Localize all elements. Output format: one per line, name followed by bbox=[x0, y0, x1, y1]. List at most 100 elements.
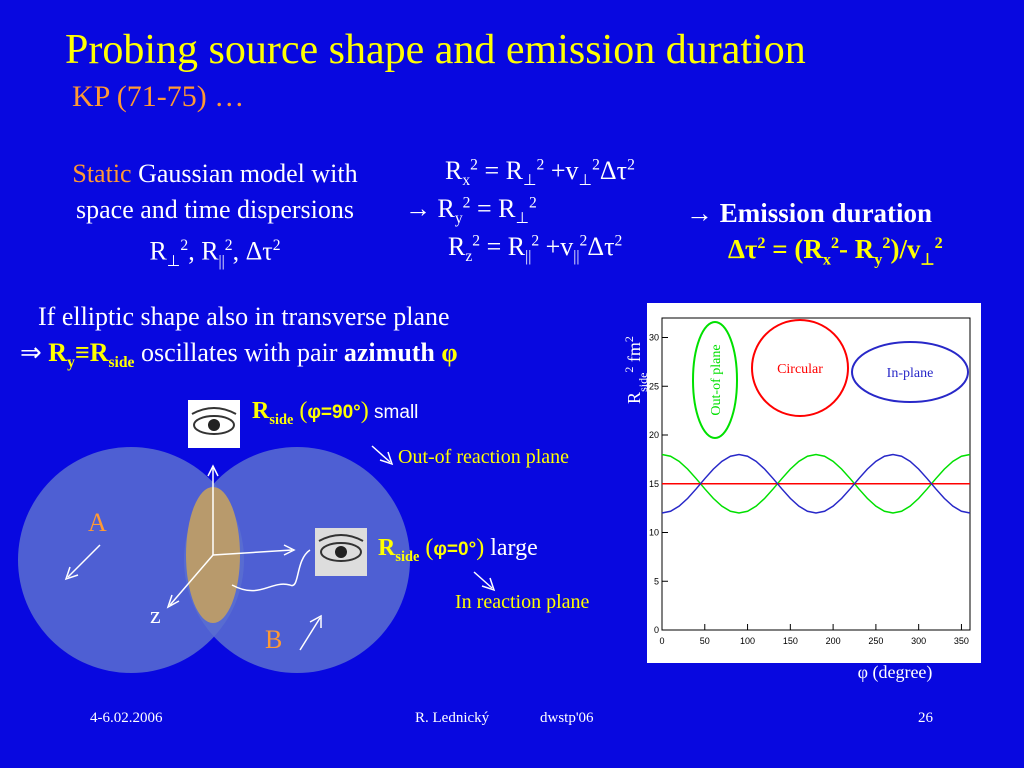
text: Gaussian model with bbox=[131, 159, 358, 188]
footer-author: R. Lednický bbox=[415, 710, 490, 726]
series-line bbox=[661, 453, 971, 514]
label: z bbox=[150, 603, 161, 629]
legend-oval bbox=[851, 341, 969, 403]
footer-event: dwstp'06 bbox=[540, 710, 594, 726]
y-tick-label: 0 bbox=[654, 625, 659, 635]
text: R bbox=[252, 398, 270, 424]
text: 2 bbox=[757, 234, 766, 252]
text: ( bbox=[293, 398, 308, 424]
text: +v bbox=[544, 156, 579, 185]
y-axis-label-part: R bbox=[624, 392, 644, 404]
elliptic-line: ⇒ Ry≡Rside oscillates with pair azimuth … bbox=[20, 338, 458, 372]
text: , R bbox=[188, 236, 219, 266]
text: z bbox=[465, 248, 473, 266]
text: Δτ bbox=[728, 234, 758, 264]
text: ) bbox=[476, 535, 485, 561]
plot-frame bbox=[661, 317, 971, 631]
text: Static bbox=[72, 159, 132, 188]
text: side bbox=[108, 354, 135, 372]
text: || bbox=[573, 248, 580, 266]
model-text: Static Gaussian model with space and tim… bbox=[20, 156, 410, 280]
text: space and time dispersions bbox=[76, 195, 354, 224]
text: 2 bbox=[180, 237, 189, 254]
y-tick-label: 5 bbox=[654, 576, 659, 586]
y-axis-label-part: 2 bbox=[622, 367, 636, 373]
text: side bbox=[395, 548, 420, 565]
text: 2 bbox=[882, 234, 891, 252]
emission-formula: Δτ2 = (Rx2- Ry2)/v⊥2 bbox=[728, 234, 943, 269]
side0-label: Rside (φ=0°) large bbox=[378, 535, 538, 566]
text: R bbox=[149, 236, 167, 266]
y-tick-label: 10 bbox=[649, 528, 659, 538]
text: 2 bbox=[531, 232, 540, 250]
x-tick-label: 350 bbox=[954, 636, 969, 646]
text: side bbox=[269, 411, 294, 428]
text: ⊥ bbox=[522, 172, 537, 190]
y-axis-label: Rside2 fm2 bbox=[622, 336, 650, 404]
x-tick-label: 250 bbox=[868, 636, 883, 646]
y-tick-label: 20 bbox=[649, 430, 659, 440]
y-tick-label: 15 bbox=[649, 479, 659, 489]
text: y bbox=[67, 354, 75, 372]
text: R bbox=[803, 234, 823, 264]
text: 2 bbox=[934, 234, 943, 252]
text: ⊥ bbox=[166, 252, 181, 270]
title: Probing source shape and emission durati… bbox=[65, 27, 806, 73]
x-tick-label: 100 bbox=[740, 636, 755, 646]
text: 2 bbox=[627, 156, 635, 174]
text: large bbox=[484, 535, 538, 561]
x-axis-label: φ (degree) bbox=[858, 662, 933, 683]
text: small bbox=[368, 402, 419, 423]
text: = R bbox=[480, 232, 526, 261]
side90-label: Rside (φ=90°) small bbox=[252, 398, 418, 429]
x-tick-label: 150 bbox=[783, 636, 798, 646]
text: , Δτ bbox=[232, 236, 273, 266]
y-axis-label-part: 2 bbox=[622, 336, 636, 342]
text: = R bbox=[470, 194, 516, 223]
eye-icon bbox=[315, 528, 367, 576]
legend-oval bbox=[692, 321, 738, 439]
text: 2 bbox=[830, 234, 840, 252]
text: Δτ bbox=[599, 156, 628, 185]
text: - R bbox=[839, 234, 875, 264]
text: || bbox=[525, 248, 532, 266]
text: ≡ bbox=[74, 338, 90, 367]
text: = R bbox=[477, 156, 523, 185]
text: R bbox=[89, 338, 109, 367]
text: x bbox=[822, 250, 831, 269]
text: ⇒ bbox=[20, 338, 49, 367]
text: 2 bbox=[470, 156, 478, 174]
text: ⊥ bbox=[920, 250, 935, 269]
label: A bbox=[88, 508, 107, 537]
text: = ( bbox=[765, 234, 804, 264]
text: x bbox=[462, 172, 471, 190]
text: ⊥ bbox=[515, 210, 530, 228]
annotation: In reaction plane bbox=[455, 591, 590, 613]
y-axis-label-part: side bbox=[636, 373, 650, 392]
eye-icon bbox=[188, 400, 240, 448]
formula-rz: Rz2 = R||2 +v||2Δτ2 bbox=[448, 232, 622, 266]
legend-label: In-plane bbox=[887, 366, 934, 381]
footer-date: 4-6.02.2006 bbox=[90, 710, 163, 726]
text: φ=90° bbox=[307, 402, 361, 423]
text: y bbox=[874, 250, 883, 269]
text: || bbox=[218, 252, 225, 270]
formula-ry: → Ry2 = R⊥2 bbox=[405, 194, 537, 228]
x-tick-label: 0 bbox=[659, 636, 664, 646]
text: R bbox=[448, 232, 466, 261]
text: 2 bbox=[536, 156, 545, 174]
series-line bbox=[661, 453, 971, 514]
x-tick-label: 300 bbox=[911, 636, 926, 646]
text: 2 bbox=[529, 194, 537, 212]
text: oscillates with pair bbox=[134, 338, 344, 367]
formula-rx: Rx2 = R⊥2 +v⊥2Δτ2 bbox=[445, 156, 635, 190]
subtitle: KP (71-75) … bbox=[72, 80, 245, 113]
legend-label: Circular bbox=[777, 362, 823, 377]
text: +v bbox=[539, 232, 574, 261]
legend-oval bbox=[751, 319, 849, 417]
text: y bbox=[454, 210, 463, 228]
text: ( bbox=[419, 535, 434, 561]
